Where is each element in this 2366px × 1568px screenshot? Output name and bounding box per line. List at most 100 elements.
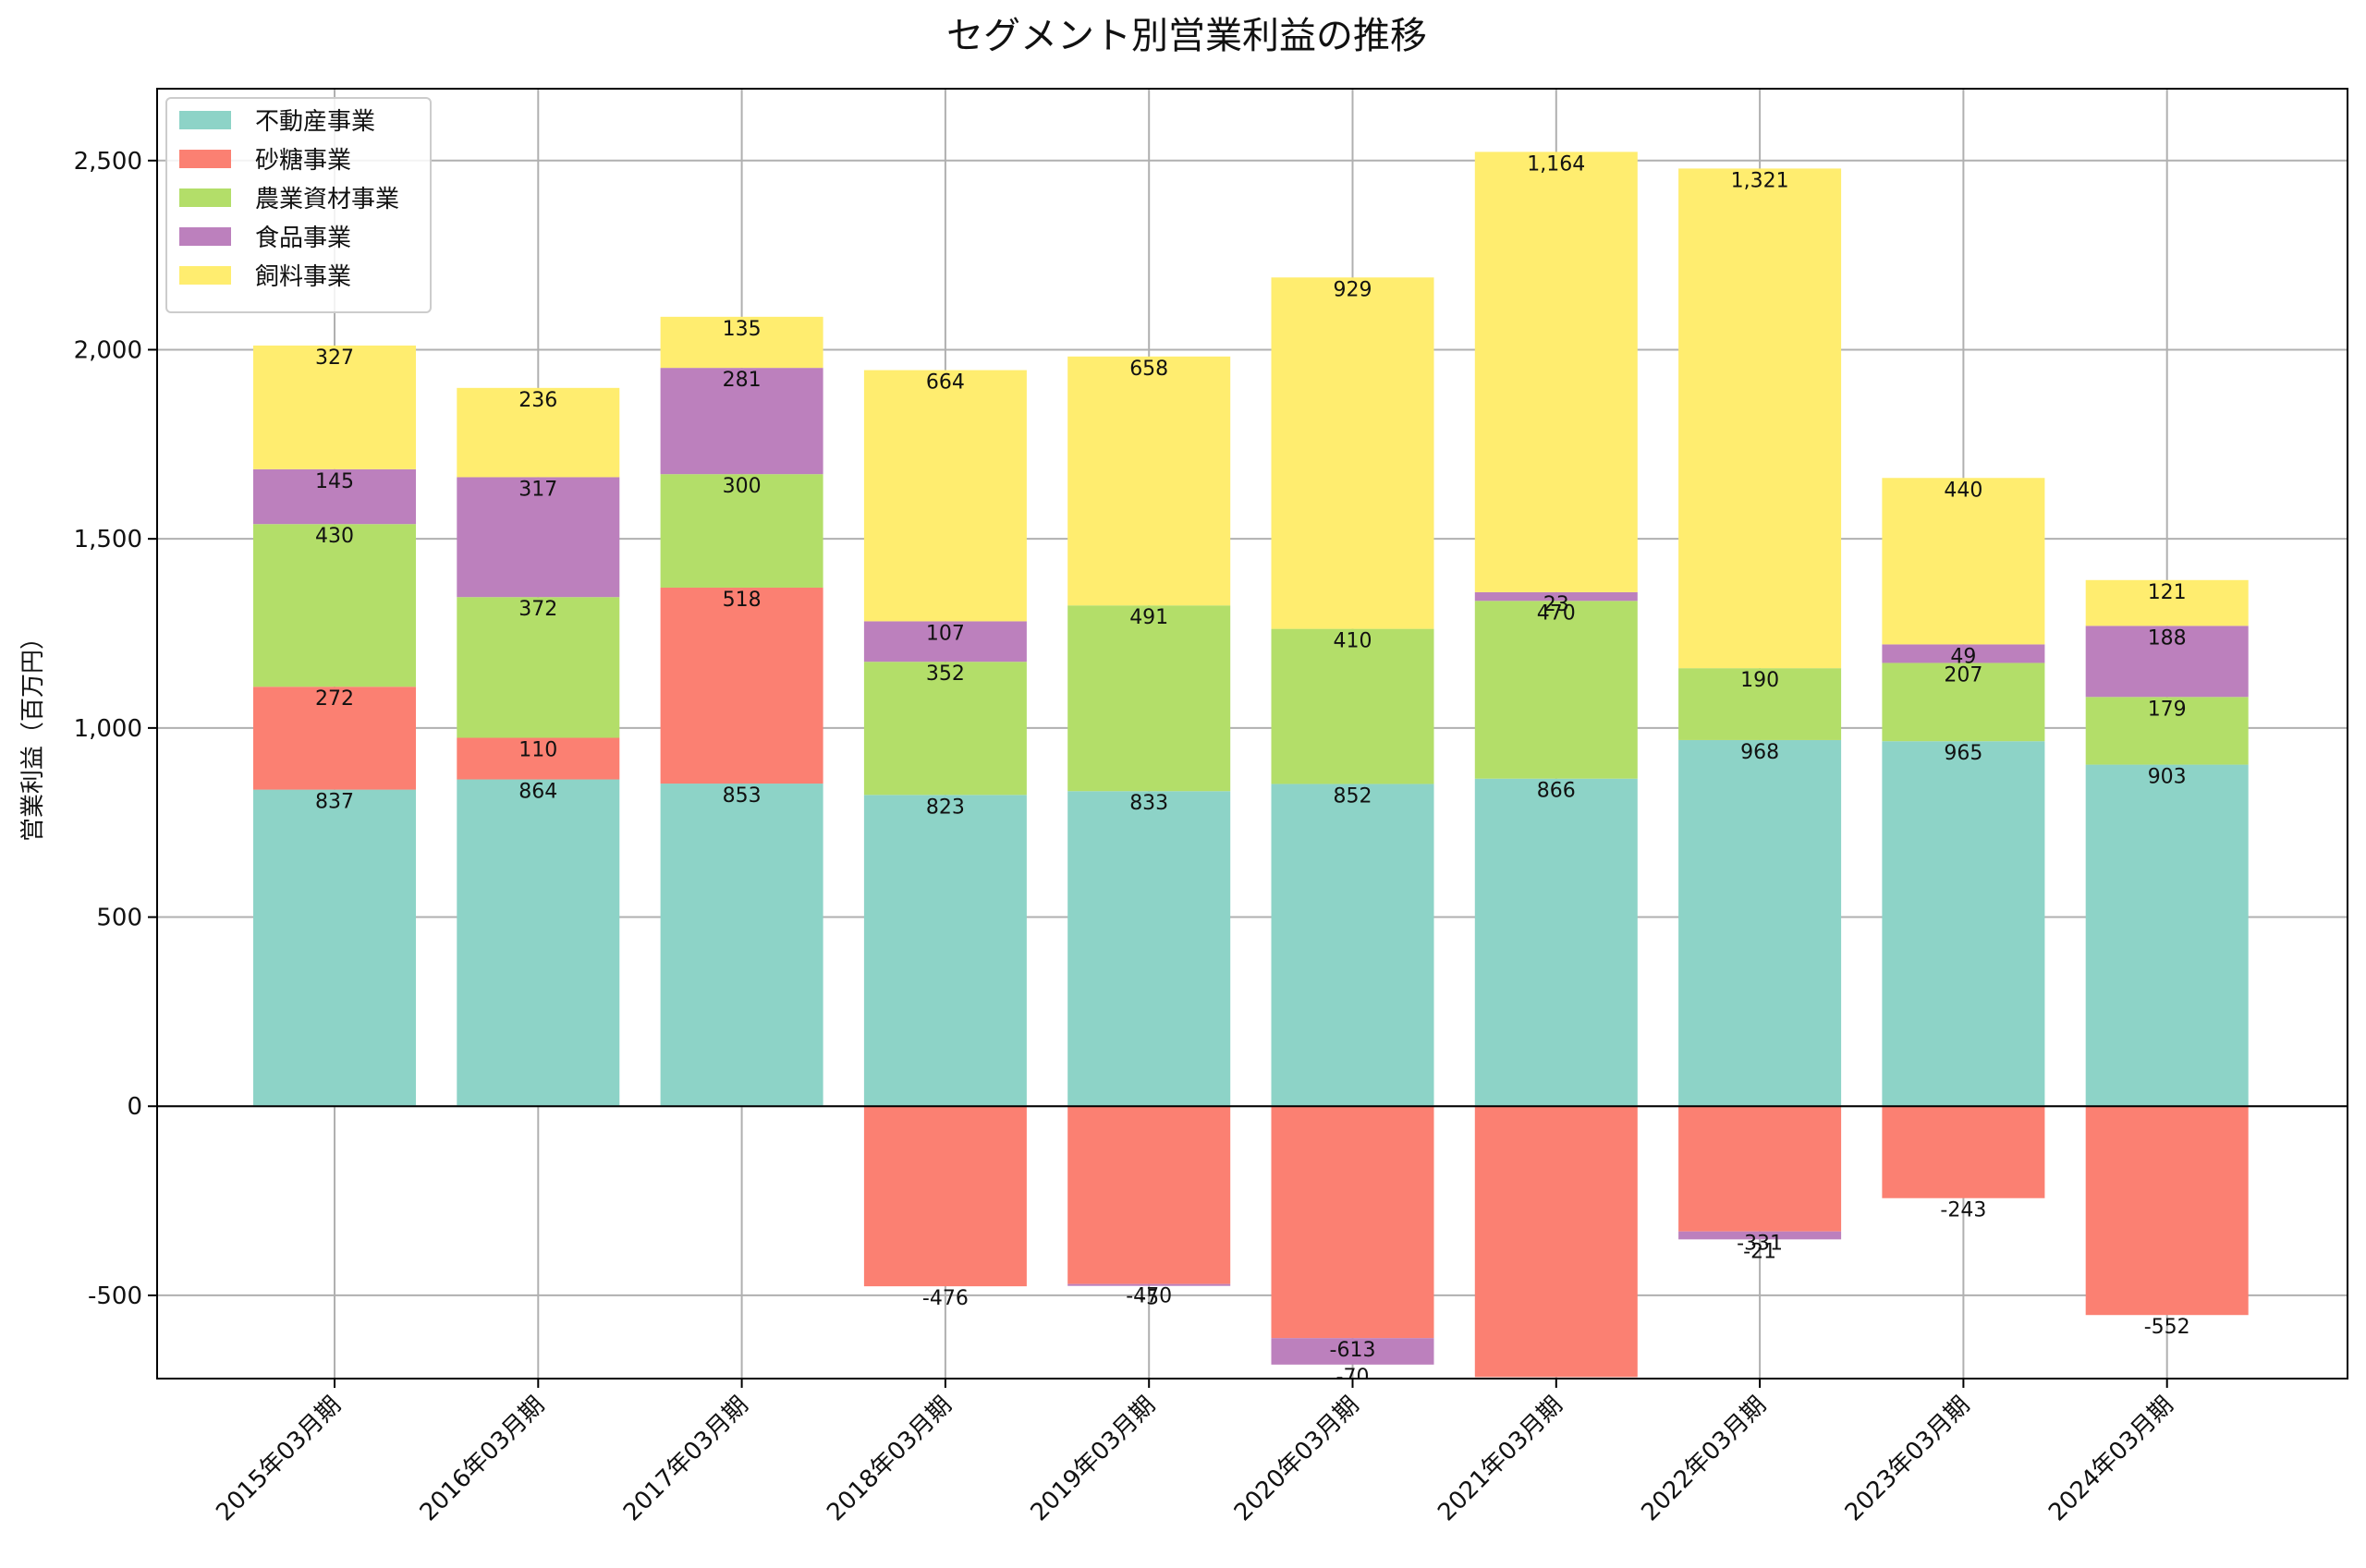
bar-segment <box>2085 697 2249 765</box>
data-label: -21 <box>1743 1240 1776 1263</box>
legend-swatch <box>179 266 231 285</box>
legend-swatch <box>179 227 231 246</box>
data-label: 491 <box>1129 606 1168 629</box>
data-label: 317 <box>518 478 557 501</box>
data-labels-layer: 837 272 430 145 327 864 110 372 317 236 853 518 300 2… <box>315 152 2190 1389</box>
bar-segment <box>660 316 823 369</box>
x-tick-label: 2016年03月期 <box>415 1392 551 1527</box>
bar-segment <box>863 1106 1027 1287</box>
bar-segment <box>253 789 416 1107</box>
bar-segment <box>1882 662 2045 742</box>
bar-segment <box>1882 741 2045 1107</box>
bar-segment <box>1474 591 1638 602</box>
data-label: 864 <box>518 781 557 804</box>
data-label: 518 <box>723 589 762 612</box>
y-tick-label: 500 <box>96 905 142 932</box>
data-label: 121 <box>2148 581 2187 604</box>
data-label: 207 <box>1944 663 1982 687</box>
data-label: 853 <box>723 784 762 808</box>
data-label: 410 <box>1334 630 1372 653</box>
bar-segment <box>1474 601 1638 779</box>
bar-segment <box>2085 764 2249 1107</box>
data-label: 23 <box>1543 593 1569 616</box>
bar-segment <box>253 468 416 525</box>
x-tick-label: 2020年03月期 <box>1229 1392 1365 1527</box>
data-label: 833 <box>1129 792 1168 815</box>
data-label: 866 <box>1537 780 1576 803</box>
data-label: 327 <box>315 346 354 370</box>
bar-segment <box>457 779 620 1107</box>
data-label: 110 <box>518 739 557 762</box>
data-label: 135 <box>723 318 762 341</box>
plot-frame <box>156 88 2348 1380</box>
y-tick-label: -500 <box>88 1282 142 1310</box>
bar-segment <box>1271 628 1434 784</box>
bar-segment <box>1271 1338 1434 1365</box>
x-tick-label: 2022年03月期 <box>1636 1392 1772 1527</box>
data-label: -331 <box>1737 1233 1783 1256</box>
y-tick-label: 0 <box>127 1093 142 1121</box>
legend-swatch <box>179 150 231 168</box>
data-label: 470 <box>1537 602 1576 625</box>
data-label: 837 <box>315 791 354 814</box>
bar-segment <box>660 587 823 784</box>
data-label: 965 <box>1944 742 1982 765</box>
data-label: 1,321 <box>1731 169 1789 192</box>
bar-segment <box>1474 778 1638 1107</box>
bar-segment <box>1882 644 2045 663</box>
data-label: 281 <box>723 369 762 392</box>
data-label: 352 <box>926 662 965 686</box>
chart-title: セグメント別営業利益の推移 <box>946 15 1427 57</box>
data-label: 188 <box>2148 626 2187 650</box>
data-label: -5 <box>1139 1287 1159 1310</box>
legend-label: 砂糖事業 <box>255 147 351 175</box>
bar-segment <box>863 370 1027 622</box>
data-label: -552 <box>2144 1316 2190 1339</box>
bar-segment <box>2085 1106 2249 1316</box>
y-tick-label: 1,500 <box>74 526 142 553</box>
data-label: 1,164 <box>1527 152 1585 176</box>
bar-segment <box>457 737 620 780</box>
data-label: 190 <box>1740 669 1779 692</box>
legend-label: 不動産事業 <box>255 108 375 136</box>
bar-segment <box>660 474 823 588</box>
bar-segment <box>1474 1106 1638 1378</box>
data-label: 658 <box>1129 358 1168 381</box>
bar-segment <box>660 784 823 1107</box>
x-tick-label: 2018年03月期 <box>822 1392 957 1527</box>
bar-segment <box>457 477 620 598</box>
y-tick-label: 2,000 <box>74 336 142 364</box>
bar-segment <box>1067 1106 1231 1284</box>
data-label: 107 <box>926 622 965 645</box>
bar-segment <box>1067 1283 1231 1286</box>
data-label: -476 <box>922 1287 969 1310</box>
x-tick-label: 2017年03月期 <box>618 1392 754 1527</box>
legend-label: 食品事業 <box>255 225 351 252</box>
data-label: 823 <box>926 796 965 819</box>
bar-segment <box>1271 784 1434 1107</box>
data-label: 179 <box>2148 698 2187 721</box>
x-tick-label: 2024年03月期 <box>2043 1392 2179 1527</box>
bar-segment <box>1067 791 1231 1107</box>
bar-segment <box>1271 277 1434 629</box>
bar-segment <box>2085 579 2249 626</box>
bar-segment <box>457 387 620 478</box>
data-label: 300 <box>723 475 762 498</box>
bar-group <box>253 152 2249 1378</box>
legend-swatch <box>179 111 231 129</box>
y-axis-label: 営業利益（百万円） <box>19 626 47 842</box>
data-label: -243 <box>1940 1199 1986 1222</box>
bar-segment <box>863 795 1027 1107</box>
label-group: 837 272 430 145 327 864 110 372 317 236 853 518 300 2… <box>315 152 2190 1389</box>
data-label: -70 <box>1336 1366 1370 1389</box>
x-tick-label: 2021年03月期 <box>1433 1392 1568 1527</box>
bar-segment <box>2085 626 2249 698</box>
bar-segment <box>1882 478 2045 645</box>
data-label: 440 <box>1944 479 1982 502</box>
data-label: 145 <box>315 470 354 493</box>
bar-segment <box>660 368 823 475</box>
bar-segment <box>1678 168 1842 669</box>
legend-label: 農業資材事業 <box>255 186 399 213</box>
x-tick-label: 2023年03月期 <box>1840 1392 1976 1527</box>
